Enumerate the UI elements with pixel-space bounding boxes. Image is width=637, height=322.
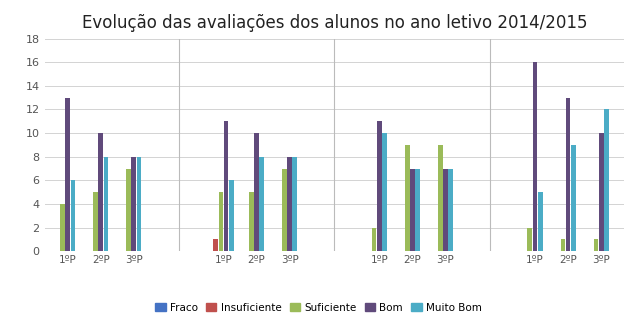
Bar [533,62,538,251]
Bar [371,228,376,251]
Bar [249,192,254,251]
Bar [254,133,259,251]
Bar [538,192,543,251]
Bar [213,239,218,251]
Bar [98,133,103,251]
Bar [224,121,229,251]
Bar [136,157,141,251]
Bar [60,204,65,251]
Bar [527,228,533,251]
Bar [382,133,387,251]
Bar [126,168,131,251]
Bar [131,157,136,251]
Bar [566,98,571,251]
Bar [104,157,108,251]
Bar [599,133,603,251]
Bar [259,157,264,251]
Bar [604,109,609,251]
Title: Evolução das avaliações dos alunos no ano letivo 2014/2015: Evolução das avaliações dos alunos no an… [82,14,587,32]
Bar [292,157,297,251]
Bar [66,98,70,251]
Bar [443,168,448,251]
Bar [404,145,410,251]
Legend: Fraco, Insuficiente, Suficiente, Bom, Muito Bom: Fraco, Insuficiente, Suficiente, Bom, Mu… [151,298,486,317]
Bar [448,168,453,251]
Bar [282,168,287,251]
Bar [438,145,443,251]
Bar [71,180,75,251]
Bar [287,157,292,251]
Bar [377,121,382,251]
Bar [594,239,598,251]
Bar [410,168,415,251]
Bar [571,145,576,251]
Bar [229,180,234,251]
Bar [93,192,98,251]
Bar [218,192,224,251]
Bar [415,168,420,251]
Bar [561,239,565,251]
